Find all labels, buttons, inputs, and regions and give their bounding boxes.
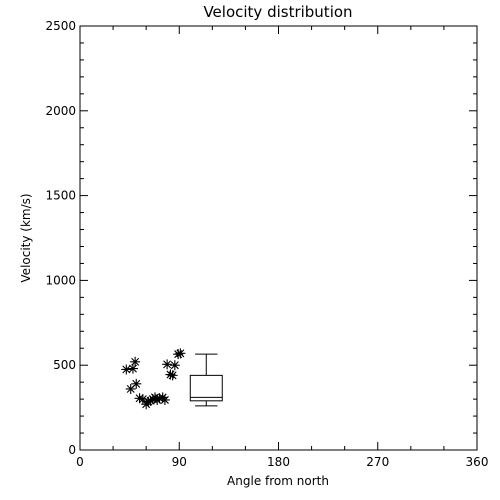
scatter-points	[121, 348, 186, 410]
data-point	[175, 348, 186, 359]
x-tick-label: 270	[366, 455, 389, 469]
asterisk-marker	[130, 356, 141, 367]
data-point	[162, 359, 173, 370]
asterisk-marker	[173, 349, 184, 360]
x-axis: 0 90 180 270 360	[76, 26, 488, 469]
asterisk-marker	[125, 383, 136, 394]
y-tick-label: 2000	[45, 104, 76, 118]
x-axis-label: Angle from north	[227, 474, 329, 488]
data-point	[121, 364, 132, 375]
x-tick-label: 0	[76, 455, 84, 469]
data-point	[134, 393, 145, 404]
chart-title: Velocity distribution	[203, 3, 352, 21]
y-tick-label: 1000	[45, 273, 76, 287]
y-axis: 0 500 1000 1500 2000 2500	[45, 19, 477, 457]
data-point	[137, 394, 148, 405]
data-point	[125, 383, 136, 394]
data-point	[143, 396, 154, 407]
y-tick-label: 2500	[45, 19, 76, 33]
asterisk-marker	[167, 370, 178, 381]
asterisk-marker	[162, 359, 173, 370]
x-tick-label: 360	[466, 455, 489, 469]
y-tick-label: 1500	[45, 189, 76, 203]
data-point	[130, 356, 141, 367]
data-point	[159, 394, 170, 405]
asterisk-marker	[143, 396, 154, 407]
asterisk-marker	[137, 394, 148, 405]
x-tick-label: 180	[267, 455, 290, 469]
data-point	[131, 378, 142, 389]
box-plot	[189, 353, 223, 407]
y-tick-label: 0	[68, 443, 76, 457]
data-point	[167, 370, 178, 381]
data-point	[169, 360, 180, 371]
y-tick-label: 500	[53, 358, 76, 372]
asterisk-marker	[131, 378, 142, 389]
x-tick-label: 90	[172, 455, 187, 469]
data-point	[154, 393, 165, 404]
asterisk-marker	[154, 393, 165, 404]
data-point	[173, 349, 184, 360]
asterisk-marker	[165, 369, 176, 380]
asterisk-marker	[127, 363, 138, 374]
asterisk-marker	[169, 360, 180, 371]
y-axis-label: Velocity (km/s)	[19, 193, 33, 282]
data-point	[127, 363, 138, 374]
data-point	[165, 369, 176, 380]
asterisk-marker	[175, 348, 186, 359]
asterisk-marker	[134, 393, 145, 404]
asterisk-marker	[159, 394, 170, 405]
asterisk-marker	[121, 364, 132, 375]
